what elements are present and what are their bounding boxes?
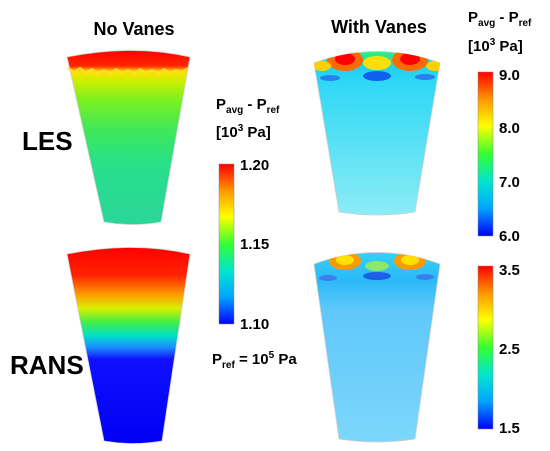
colorbar-tick: 7.0	[499, 174, 520, 191]
column-title-with-vanes: With Vanes	[331, 17, 427, 37]
colorbar-les-no-vanes	[218, 163, 235, 325]
colorbar-tick: 3.5	[499, 262, 520, 279]
colorbar-tick: 2.5	[499, 341, 520, 358]
colorbar-tick: 1.10	[240, 316, 269, 333]
reference-pressure-note: Pref = 105 Pa	[212, 350, 297, 371]
colorbar-tick: 9.0	[499, 67, 520, 84]
colorbar-tick: 1.15	[240, 236, 269, 253]
colorbar-tick: 6.0	[499, 228, 520, 245]
colorbar-title-les-with-vanes: Pavg - Pref	[468, 9, 532, 29]
contour-rans-with-vanes	[313, 252, 441, 443]
colorbar-tick: 1.20	[240, 157, 269, 174]
colorbar-tick: 8.0	[499, 120, 520, 137]
row-label-les: LES	[22, 126, 73, 156]
column-title-no-vanes: No Vanes	[93, 19, 174, 39]
colorbar-les-with-vanes	[477, 71, 494, 237]
colorbar-tick: 1.5	[499, 420, 520, 437]
row-label-rans: RANS	[10, 350, 84, 380]
turbulent-interface-les	[67, 67, 189, 75]
colorbar-units-les-with-vanes: [103 Pa]	[468, 37, 523, 55]
contour-rans-no-vanes	[66, 247, 191, 444]
colorbar-rans-with-vanes	[477, 265, 494, 430]
colorbar-title-les-no-vanes: Pavg - Pref	[216, 96, 280, 116]
colorbar-units-les-no-vanes: [103 Pa]	[216, 123, 271, 141]
contour-les-no-vanes	[66, 50, 191, 225]
